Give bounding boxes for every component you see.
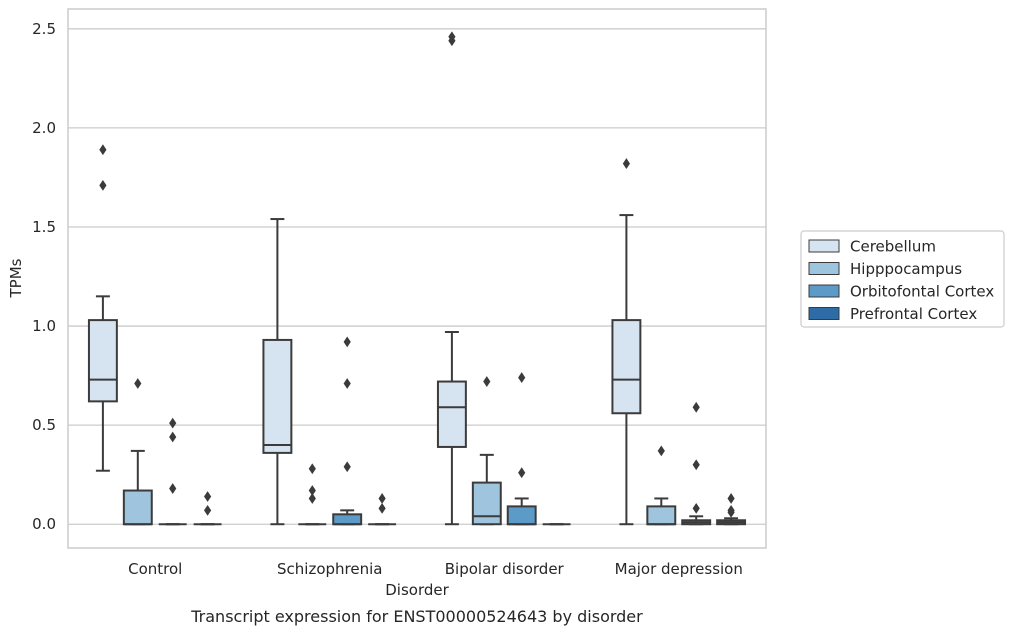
box-hipppocampus: [471, 376, 502, 526]
y-tick-label: 2.0: [32, 119, 56, 137]
box-series: [87, 31, 747, 526]
box-cerebellum: [262, 218, 293, 526]
outlier-point: [343, 378, 351, 389]
outlier-point: [483, 376, 491, 387]
box-iqr: [262, 338, 293, 454]
box-iqr: [646, 505, 677, 526]
outlier-point: [204, 504, 212, 516]
legend-swatch: [808, 307, 840, 320]
box-prefrontal-cortex: [716, 493, 747, 526]
box-hipppocampus: [122, 378, 153, 526]
box-cerebellum: [611, 158, 642, 526]
box-iqr: [122, 489, 153, 526]
outlier-point: [448, 31, 456, 43]
box-hipppocampus: [298, 463, 327, 526]
y-axis-ticks: 0.0 0.5 1.0 1.5 2.0 2.5: [32, 20, 56, 533]
outlier-point: [308, 493, 316, 504]
outlier-point: [308, 485, 316, 496]
outlier-point: [657, 445, 665, 457]
box-orbitofontal-cortex: [506, 372, 537, 526]
box-iqr: [436, 380, 467, 448]
y-tick-label: 0.5: [32, 416, 56, 434]
outlier-point: [727, 493, 735, 504]
y-tick-label: 2.5: [32, 20, 56, 38]
x-tick-label: Control: [128, 560, 182, 578]
box-iqr: [471, 481, 502, 526]
legend-label: Orbitofontal Cortex: [850, 283, 994, 301]
legend: Cerebellum Hipppocampus Orbitofontal Corte…: [800, 230, 1005, 328]
outlier-point: [378, 493, 386, 504]
outlier-point: [204, 491, 212, 502]
plot-frame: [67, 8, 767, 549]
y-tick-label: 1.0: [32, 317, 56, 335]
box-iqr: [332, 513, 363, 526]
box-cerebellum: [436, 31, 467, 526]
outlier-point: [692, 401, 700, 413]
legend-label: Cerebellum: [850, 238, 936, 256]
outlier-point: [692, 459, 700, 471]
legend-label: Hipppocampus: [850, 260, 962, 278]
y-axis-label: TPMs: [7, 258, 25, 298]
x-tick-label: Bipolar disorder: [445, 560, 565, 578]
x-axis-label: Disorder: [385, 581, 449, 599]
outlier-point: [169, 431, 177, 443]
box-hipppocampus: [646, 445, 677, 526]
legend-frame: [800, 230, 1005, 328]
legend-label: Prefrontal Cortex: [850, 305, 977, 323]
box-cerebellum: [87, 144, 118, 472]
outlier-point: [134, 378, 142, 389]
outlier-point: [99, 179, 107, 191]
y-tick-label: 1.5: [32, 218, 56, 236]
legend-swatch: [808, 239, 840, 253]
box-orbitofontal-cortex: [681, 401, 712, 526]
box-orbitofontal-cortex: [158, 417, 187, 526]
box-prefrontal-cortex: [368, 493, 397, 526]
box-prefrontal-cortex: [193, 491, 222, 526]
outlier-point: [343, 461, 351, 473]
outlier-point: [518, 372, 526, 383]
outlier-point: [308, 463, 316, 475]
x-tick-label: Schizophrenia: [277, 560, 382, 578]
outlier-point: [378, 502, 386, 514]
outlier-point: [622, 158, 630, 169]
outlier-point: [518, 467, 526, 479]
box-iqr: [506, 505, 537, 526]
outlier-point: [343, 336, 351, 348]
y-tick-label: 0.0: [32, 515, 56, 533]
chart-caption: Transcript expression for ENST0000052464…: [190, 607, 643, 626]
outlier-point: [99, 144, 107, 156]
outlier-point: [727, 504, 735, 516]
legend-swatch: [808, 262, 840, 275]
outlier-point: [169, 483, 177, 494]
box-iqr: [611, 319, 642, 415]
outlier-point: [692, 502, 700, 514]
box-orbitofontal-cortex: [332, 336, 363, 526]
x-axis-ticks: Control Schizophrenia Bipolar disorder Majo…: [128, 560, 743, 578]
box-iqr: [87, 319, 118, 403]
x-tick-label: Major depression: [615, 560, 743, 578]
outlier-point: [169, 417, 177, 429]
legend-swatch: [808, 284, 840, 298]
